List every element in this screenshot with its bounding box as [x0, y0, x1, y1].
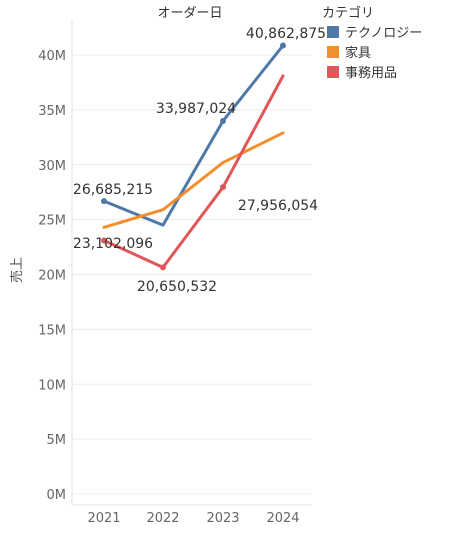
chart-title: オーダー日	[157, 6, 222, 21]
series-point	[160, 264, 166, 271]
y-axis-label: 売上	[9, 257, 25, 283]
y-tick-label: 10M	[38, 378, 66, 393]
x-tick-label: 2023	[206, 511, 239, 526]
x-tick-label: 2022	[146, 511, 179, 526]
y-tick-label: 0M	[47, 488, 67, 503]
gridlines	[72, 54, 312, 495]
y-tick-label: 15M	[38, 323, 66, 338]
series-line-0	[102, 44, 285, 227]
series-line-1	[102, 131, 285, 229]
data-label: 23,102,096	[73, 236, 153, 252]
y-tick-label: 5M	[47, 433, 67, 448]
series-point	[220, 117, 226, 124]
y-tick-label: 20M	[38, 269, 66, 284]
data-label: 20,650,532	[137, 279, 217, 295]
y-tick-label: 25M	[38, 214, 66, 229]
legend-label: 事務用品	[345, 66, 397, 81]
y-tick-label: 40M	[38, 49, 66, 64]
x-tick-label: 2024	[266, 511, 299, 526]
data-label: 27,956,054	[238, 198, 318, 214]
series-line-2	[102, 74, 285, 269]
data-label: 33,987,024	[156, 101, 236, 117]
legend-label: 家具	[345, 45, 371, 61]
data-label: 40,862,875	[246, 26, 326, 42]
legend-title: カテゴリ	[322, 5, 374, 21]
y-tick-label: 35M	[38, 104, 66, 119]
series-point	[220, 184, 226, 191]
y-tick-label: 30M	[38, 159, 66, 174]
legend-label: テクノロジー	[345, 26, 422, 41]
series-point	[280, 42, 286, 49]
series-point	[101, 198, 107, 205]
legend-swatch	[327, 26, 339, 38]
legend-swatch	[327, 46, 339, 58]
data-labels: 26,685,215 33,987,024 40,862,875 23,102,096…	[73, 26, 326, 295]
axes: 0M 5M 10M 15M 20M 25M 30M 35M 40M 2021 2022 2023 202…	[38, 20, 312, 526]
data-label: 26,685,215	[73, 182, 153, 198]
series-lines	[101, 42, 286, 271]
x-tick-label: 2021	[87, 511, 120, 526]
series-point	[101, 237, 107, 244]
legend-swatch	[327, 66, 339, 78]
